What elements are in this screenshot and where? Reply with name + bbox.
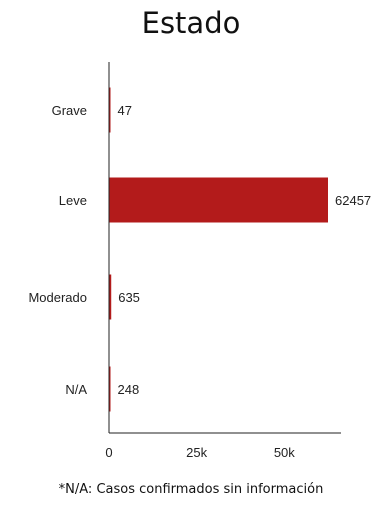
value-label: 248 [118, 382, 140, 397]
bar-leve [109, 177, 328, 223]
category-label: Leve [59, 193, 87, 208]
bar-n-a [109, 366, 111, 412]
value-label: 47 [118, 103, 132, 118]
chart-title: Estado [141, 6, 241, 40]
x-tick-label: 0 [105, 445, 112, 460]
value-label: 635 [118, 290, 140, 305]
value-label: 62457 [335, 193, 371, 208]
category-label: N/A [65, 382, 87, 397]
category-label: Grave [52, 103, 87, 118]
x-tick-label: 50k [274, 445, 295, 460]
bar-moderado [109, 274, 112, 320]
bar-grave [109, 87, 111, 133]
category-label: Moderado [28, 290, 87, 305]
x-tick-label: 25k [186, 445, 207, 460]
footnote: *N/A: Casos confirmados sin información [58, 482, 324, 497]
